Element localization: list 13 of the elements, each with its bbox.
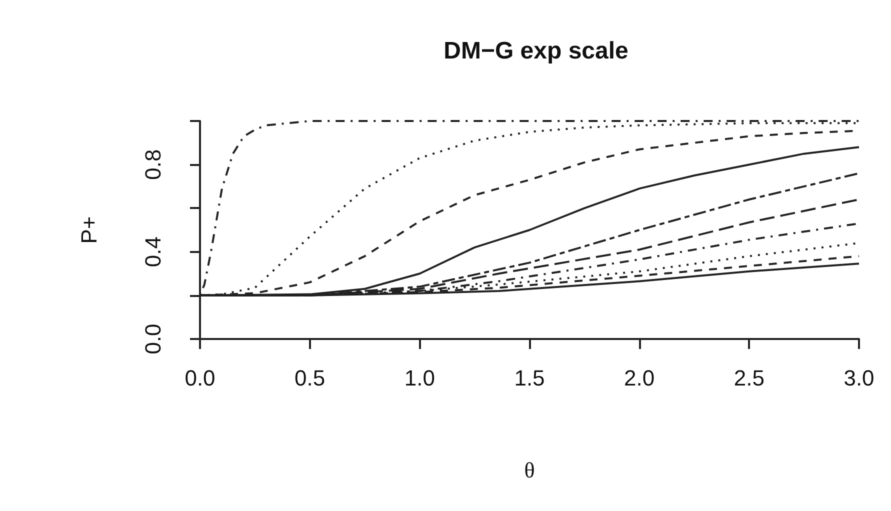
y-tick-label: 0.4 [140,236,166,268]
x-tick-label: 1.0 [404,366,435,390]
y-tick-label: 0.8 [140,149,166,180]
y-axis-title: P+ [76,216,102,244]
x-tick-label: 3.0 [844,366,874,390]
x-tick-label: 2.5 [734,366,764,390]
x-tick-label: 1.5 [514,366,545,390]
x-tick-label: 0.0 [184,366,216,390]
x-tick-label: 2.0 [624,366,655,390]
chart-title: DM−G exp scale [444,38,628,64]
x-tick-label: 0.5 [294,366,326,390]
x-axis-title: θ [524,458,535,482]
y-tick-label: 0.0 [140,324,166,354]
